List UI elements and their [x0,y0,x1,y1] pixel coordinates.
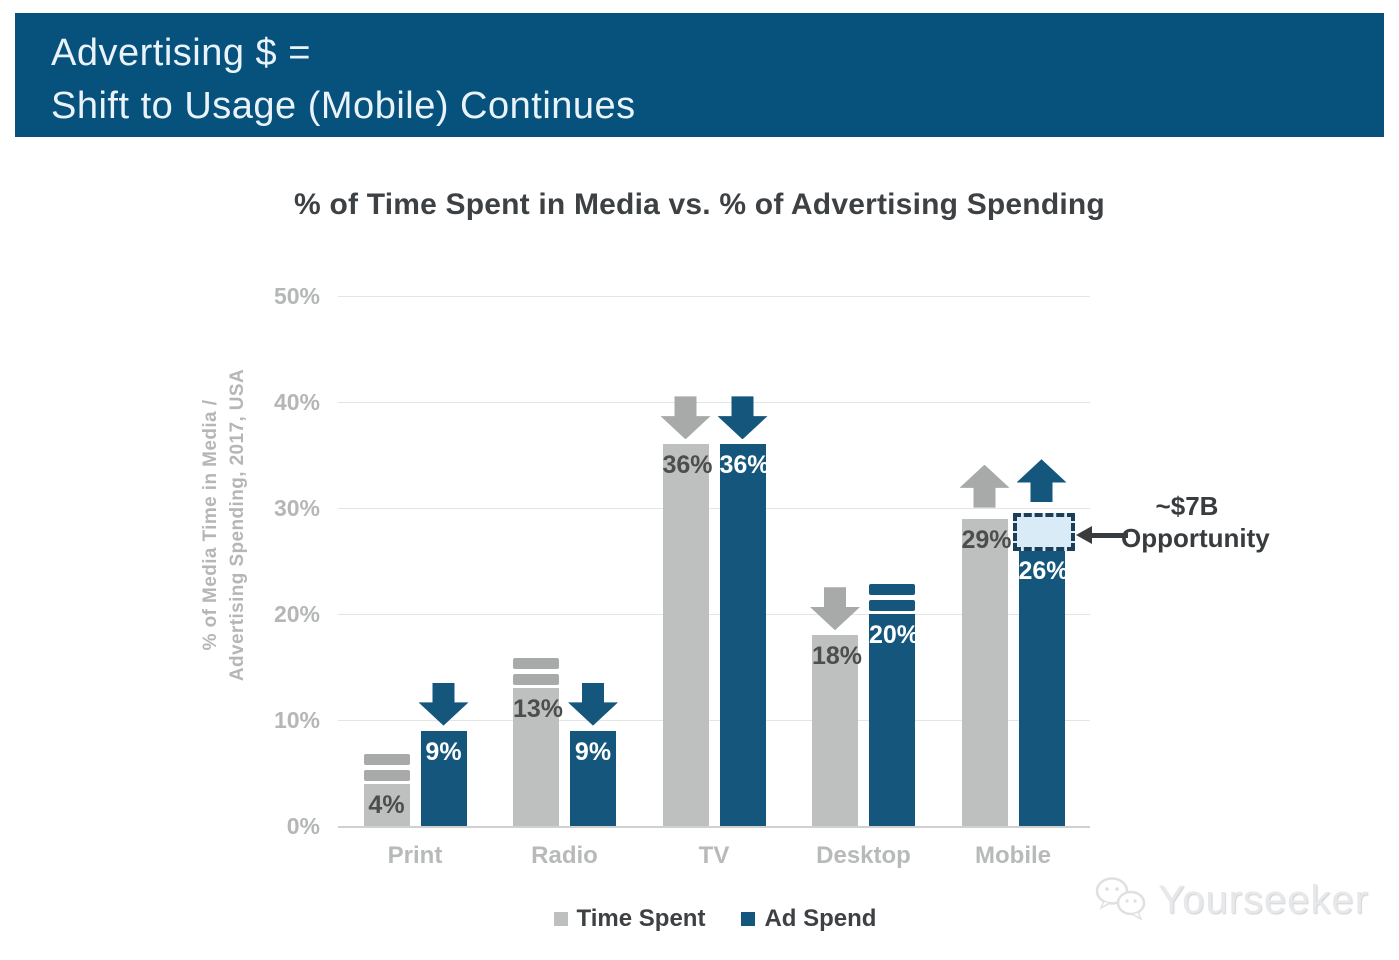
bar-time-spent-radio: 13% [513,688,564,826]
gridline [338,720,1090,721]
x-axis-line [338,826,1090,828]
opportunity-box [1013,513,1075,552]
header-line-2: Shift to Usage (Mobile) Continues [51,85,636,127]
y-tick-label: 10% [273,707,320,733]
bar-ad-spend-print: 9% [420,730,467,826]
bar-value-label: 13% [513,695,564,724]
y-tick-label: 40% [273,389,320,415]
trend-down-icon [810,587,860,631]
x-category-label-mobile: Mobile [975,842,1051,869]
x-category-label-tv: TV [698,842,730,869]
chat-bubbles-icon [1095,877,1146,921]
y-tick-label: 20% [273,601,320,627]
bar-value-label: 18% [812,642,863,671]
y-tick-label: 0% [286,813,320,839]
y-tick-label: 50% [273,283,320,309]
bar-ad-spend-radio: 9% [570,730,616,826]
bar-value-label: 26% [1018,557,1069,586]
left-arrow-icon [1090,533,1128,538]
watermark: Yourseeker [1094,876,1369,924]
trend-equal-icon [869,584,915,611]
opportunity-label: Opportunity [1121,523,1270,553]
bar-time-spent-desktop: 18% [812,635,863,826]
header-line-1: Advertising $ = [51,32,311,74]
legend-item-time-spent: Time Spent [553,905,706,933]
legend-label: Ad Spend [764,905,877,932]
left-arrow-icon-head [1076,526,1092,544]
bar-value-label: 4% [368,790,405,819]
trend-equal-icon [363,753,410,781]
chart-title: % of Time Spent in Media vs. % of Advert… [294,188,1105,221]
trend-equal-icon [513,658,559,686]
bar-time-spent-mobile: 29% [961,518,1012,826]
bar-value-label: 20% [869,621,920,649]
bar-ad-spend-tv: 36% [719,444,770,826]
bar-value-label: 36% [662,451,713,480]
gridline [338,614,1090,615]
x-category-label-desktop: Desktop [816,842,911,869]
trend-up-icon [959,464,1010,508]
x-category-label-radio: Radio [531,842,598,869]
slide-header-banner: Advertising $ = Shift to Usage (Mobile) … [15,13,1384,137]
trend-up-icon [1016,459,1067,503]
legend-label: Time Spent [576,905,706,932]
bar-value-label: 29% [961,525,1012,554]
legend-swatch [553,912,568,926]
bar-value-label: 9% [425,737,462,766]
bar-ad-spend-mobile: 26% [1018,550,1069,826]
legend-swatch [741,912,756,926]
bar-ad-spend-desktop: 20% [869,614,920,826]
opportunity-annotation: ~$7B Opportunity [1121,490,1270,554]
gridline [338,508,1090,509]
chart-legend: Time Spent Ad Spend [0,905,1399,933]
bar-time-spent-tv: 36% [662,444,713,826]
bar-value-label: 9% [574,737,612,766]
bar-value-label: 36% [719,451,770,480]
gridline [338,402,1090,403]
bar-time-spent-print: 4% [363,783,410,826]
watermark-text: Yourseeker [1158,877,1369,922]
y-tick-label: 30% [273,495,320,521]
gridline [338,296,1090,297]
legend-item-ad-spend: Ad Spend [741,905,876,933]
opportunity-amount: ~$7B [1155,491,1219,521]
x-category-label-print: Print [387,842,443,869]
